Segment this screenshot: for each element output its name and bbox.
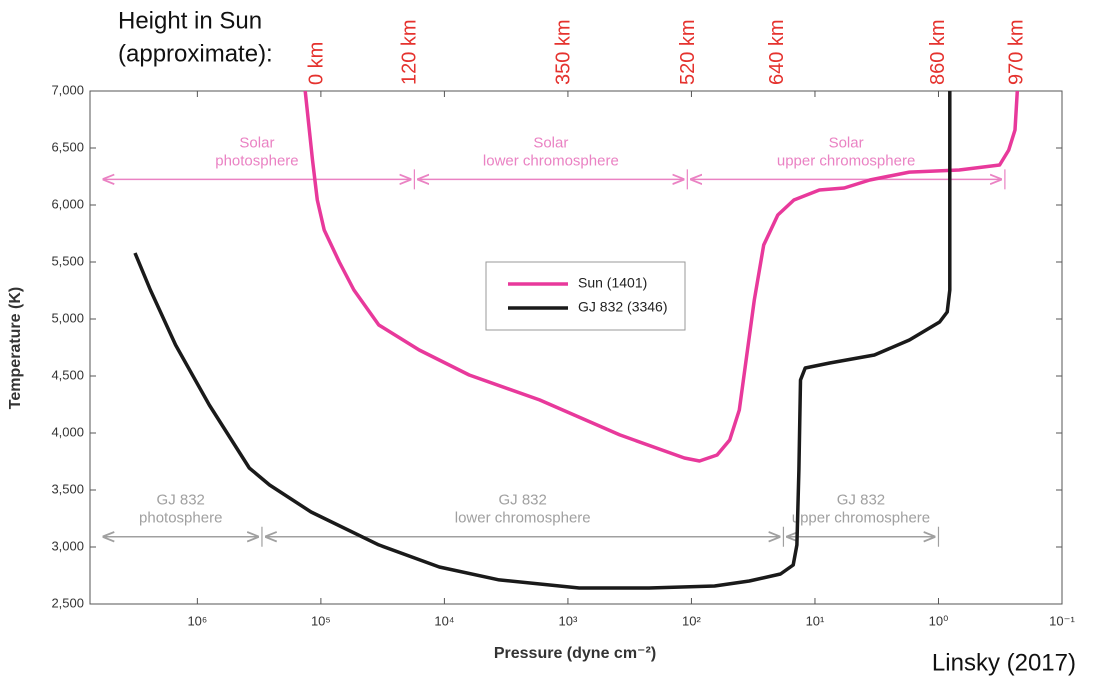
y-tick-label: 4,000	[51, 424, 84, 439]
height-label: 970 km	[1006, 19, 1028, 85]
x-tick-label: 10¹	[806, 613, 825, 628]
height-label: 520 km	[677, 19, 699, 85]
legend-label: GJ 832 (3346)	[578, 299, 668, 315]
y-tick-label: 3,500	[51, 481, 84, 496]
height-label: 0 km	[306, 42, 328, 85]
range-label: lower chromosphere	[455, 510, 591, 527]
y-tick-label: 5,000	[51, 310, 84, 325]
y-tick-label: 3,000	[51, 538, 84, 553]
y-tick-label: 5,500	[51, 253, 84, 268]
credit: Linsky (2017)	[932, 649, 1076, 676]
header-line: (approximate):	[118, 40, 273, 67]
x-tick-label: 10⁰	[929, 613, 949, 628]
x-tick-label: 10⁶	[187, 613, 207, 628]
range-label: upper chromosphere	[777, 152, 915, 169]
y-tick-label: 2,500	[51, 595, 84, 610]
range-label: GJ 832	[837, 492, 885, 509]
x-tick-label: 10⁵	[311, 613, 331, 628]
y-tick-label: 4,500	[51, 367, 84, 382]
series-line	[303, 91, 1020, 463]
range-label: upper chromosphere	[792, 510, 930, 527]
height-label: 860 km	[927, 19, 949, 85]
plot-frame	[89, 90, 1063, 605]
y-tick-label: 7,000	[51, 82, 84, 97]
x-axis-label: Pressure (dyne cm⁻²)	[494, 645, 656, 662]
range-label: photosphere	[139, 510, 222, 527]
range-label: Solar	[239, 134, 274, 151]
height-label: 350 km	[553, 19, 575, 85]
range-label: GJ 832	[157, 492, 205, 509]
range-label: Solar	[829, 134, 864, 151]
series-line	[133, 91, 952, 590]
x-tick-label: 10⁴	[434, 613, 454, 628]
y-tick-label: 6,000	[51, 196, 84, 211]
x-tick-label: 10⁻¹	[1049, 613, 1075, 628]
header-line: Height in Sun	[118, 7, 262, 34]
x-tick-label: 10³	[559, 613, 578, 628]
height-label: 640 km	[766, 19, 788, 85]
legend-box	[485, 261, 686, 331]
range-label: GJ 832	[499, 492, 547, 509]
height-label: 120 km	[398, 19, 420, 85]
legend: Sun (1401) GJ 832 (3346)	[485, 261, 686, 331]
y-tick-label: 6,500	[51, 139, 84, 154]
legend-label: Sun (1401)	[578, 275, 647, 291]
range-label: photosphere	[215, 152, 298, 169]
y-axis-label: Temperature (K)	[7, 287, 24, 409]
range-label: lower chromosphere	[483, 152, 619, 169]
x-tick-label: 10²	[682, 613, 701, 628]
range-label: Solar	[533, 134, 568, 151]
